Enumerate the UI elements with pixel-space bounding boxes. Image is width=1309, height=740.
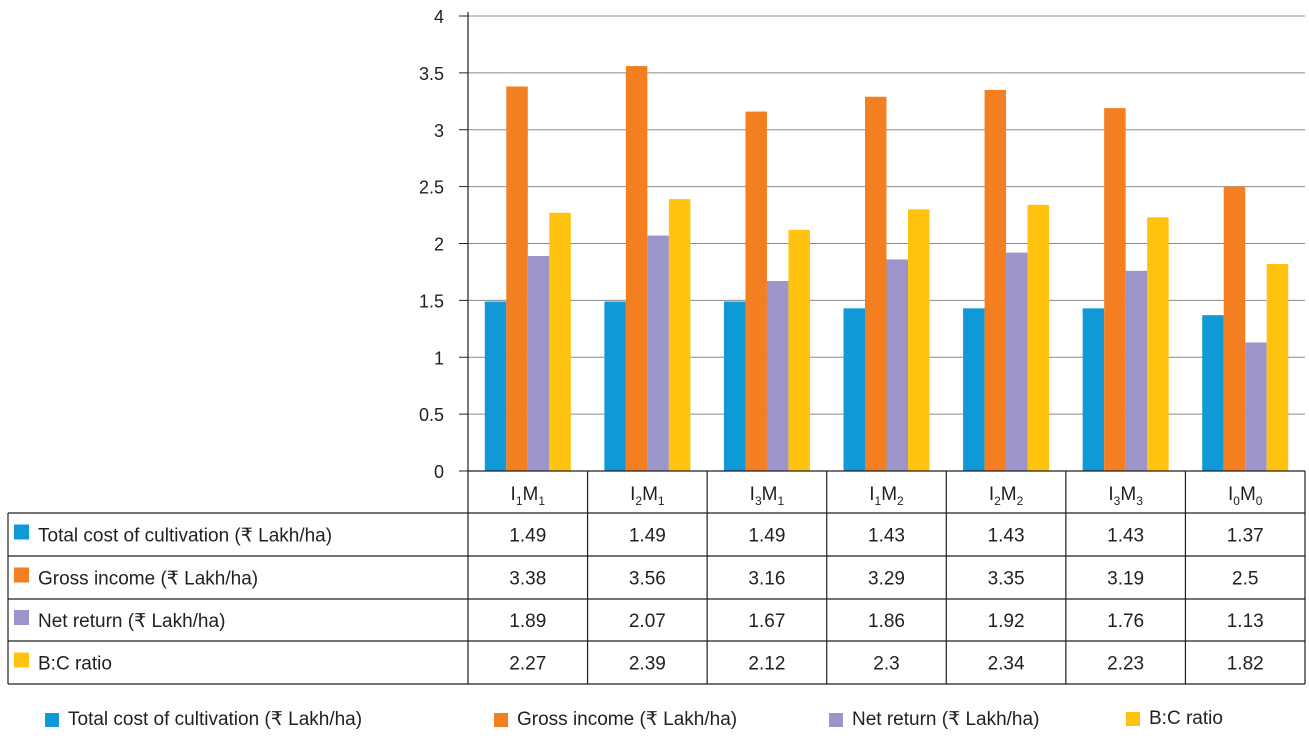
y-tick-label: 3.5 <box>419 64 444 84</box>
data-label: 3.16 <box>748 569 785 590</box>
bar <box>549 212 571 471</box>
legend-item-gross-income: Gross income (₹ Lakh/ha) <box>494 708 737 731</box>
x-tick-label: I3M1 <box>750 484 785 508</box>
row-swatch <box>14 610 29 625</box>
data-label: 3.35 <box>988 569 1025 590</box>
bar <box>506 86 528 472</box>
row-label: Gross income (₹ Lakh/ha) <box>38 569 258 590</box>
row-label: Net return (₹ Lakh/ha) <box>38 611 225 632</box>
legend-item-total-cost: Total cost of cultivation (₹ Lakh/ha) <box>45 708 362 731</box>
bar <box>527 256 550 471</box>
y-tick-label: 0 <box>434 462 444 482</box>
data-label: 2.27 <box>509 654 546 675</box>
bar <box>1006 252 1028 471</box>
data-label: 1.43 <box>868 526 905 547</box>
data-label: 1.43 <box>1107 526 1144 547</box>
bar <box>668 199 691 471</box>
data-label: 1.13 <box>1227 611 1264 632</box>
bar <box>908 209 930 471</box>
data-label: 2.5 <box>1232 569 1258 590</box>
y-tick-label: 2 <box>434 235 444 255</box>
data-label: 2.07 <box>629 611 666 632</box>
data-label: 2.23 <box>1107 654 1144 675</box>
legend-label-bc-ratio: B:C ratio <box>1149 708 1223 729</box>
legend: Total cost of cultivation (₹ Lakh/ha) Gr… <box>0 708 1309 734</box>
y-tick-label: 0.5 <box>419 405 444 425</box>
x-tick-label: I3M3 <box>1108 484 1143 508</box>
row-label: Total cost of cultivation (₹ Lakh/ha) <box>38 526 332 547</box>
legend-label-total-cost: Total cost of cultivation (₹ Lakh/ha) <box>68 709 363 730</box>
data-label: 2.34 <box>988 654 1025 675</box>
bar <box>1082 308 1105 471</box>
y-tick-label: 4 <box>434 7 444 27</box>
chart: 0 0.5 1 1.5 2 2.5 3 3.5 4 I1M1 I2M1 I3M1 I1M2 I2M2 I3M… <box>7 7 1306 685</box>
data-label: 2.39 <box>629 654 666 675</box>
bar <box>886 259 908 471</box>
legend-item-bc-ratio: B:C ratio <box>1126 708 1223 730</box>
bar <box>1223 186 1246 471</box>
data-label: 3.38 <box>509 569 546 590</box>
bar <box>865 96 887 471</box>
bar <box>788 229 810 471</box>
x-tick-label: I1M1 <box>511 484 546 508</box>
bar <box>1147 217 1169 471</box>
bar <box>1266 263 1289 471</box>
y-tick-label: 1 <box>434 348 444 368</box>
legend-label-net-return: Net return (₹ Lakh/ha) <box>852 709 1040 730</box>
bar <box>766 281 789 471</box>
bar <box>484 301 507 471</box>
row-swatch <box>14 567 29 583</box>
bar <box>604 301 626 471</box>
legend-item-net-return: Net return (₹ Lakh/ha) <box>829 708 1039 731</box>
data-label: 3.56 <box>629 569 666 590</box>
bar <box>1202 315 1224 471</box>
legend-label-gross-income: Gross income (₹ Lakh/ha) <box>517 709 738 730</box>
bar <box>984 89 1007 471</box>
data-label: 2.12 <box>748 654 785 675</box>
data-label: 1.37 <box>1227 526 1264 547</box>
row-label: B:C ratio <box>38 654 112 675</box>
bar <box>1104 108 1126 471</box>
data-label: 1.82 <box>1227 654 1264 675</box>
bar <box>745 111 767 472</box>
data-label: 1.86 <box>868 611 905 632</box>
data-label: 3.29 <box>868 569 905 590</box>
data-label: 1.67 <box>748 611 785 632</box>
x-tick-label: I2M1 <box>630 484 665 508</box>
data-label: 1.49 <box>629 526 666 547</box>
data-label: 3.19 <box>1107 569 1144 590</box>
bar <box>1125 270 1148 471</box>
data-label: 1.49 <box>748 526 785 547</box>
row-swatch <box>14 652 29 668</box>
bar <box>625 66 648 472</box>
bar <box>963 308 985 471</box>
x-tick-label: I1M2 <box>869 484 904 508</box>
legend-swatch-gross-income <box>494 712 508 727</box>
bar <box>843 308 865 471</box>
x-tick-label: I2M2 <box>989 484 1024 508</box>
legend-swatch-bc-ratio <box>1126 712 1140 726</box>
bar <box>647 235 669 471</box>
row-swatch <box>14 524 29 540</box>
data-label: 1.76 <box>1107 611 1144 632</box>
bar <box>723 301 746 471</box>
y-tick-label: 3 <box>434 121 444 141</box>
data-label: 1.43 <box>988 526 1025 547</box>
x-tick-label: I0M0 <box>1228 484 1263 508</box>
legend-swatch-net-return <box>829 712 843 727</box>
legend-swatch-total-cost <box>45 712 59 727</box>
bar <box>1027 204 1050 471</box>
bar <box>1245 342 1267 471</box>
data-label: 1.89 <box>509 611 546 632</box>
data-label: 1.92 <box>988 611 1025 632</box>
y-tick-label: 2.5 <box>419 178 444 198</box>
data-label: 1.49 <box>509 526 546 547</box>
y-tick-label: 1.5 <box>419 291 444 311</box>
data-label: 2.3 <box>873 654 899 675</box>
